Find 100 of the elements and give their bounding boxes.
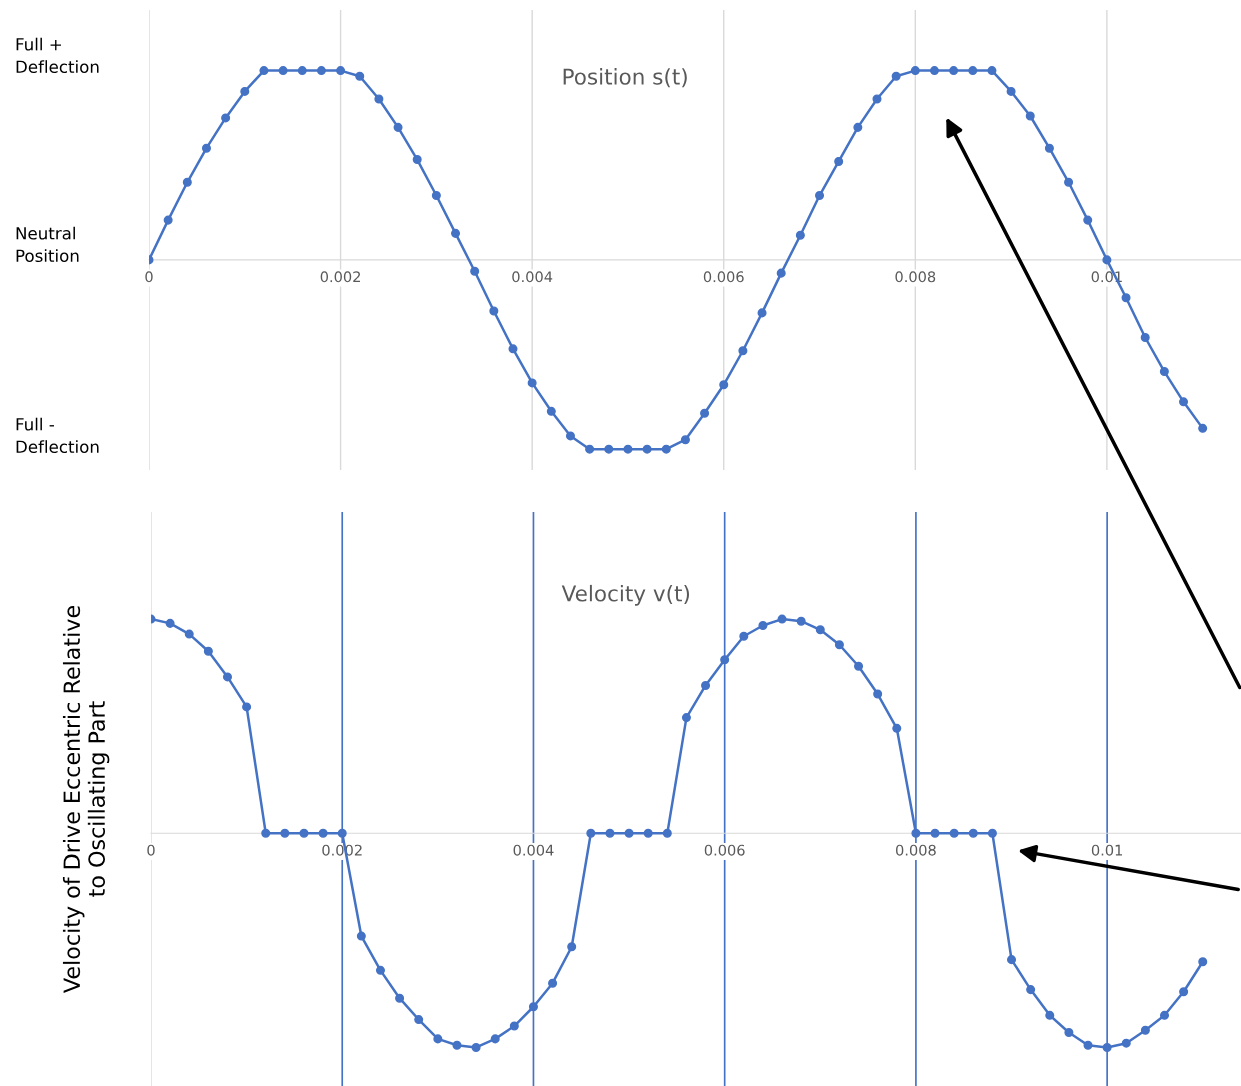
point xyxy=(929,66,939,76)
point xyxy=(395,993,405,1003)
point xyxy=(242,702,252,712)
point xyxy=(261,828,271,838)
point xyxy=(1198,957,1208,967)
y-axis-title: Velocity of Drive Eccentric Relative to Oscillating Part xyxy=(62,606,110,993)
point xyxy=(431,190,441,201)
point xyxy=(546,406,556,416)
point xyxy=(489,306,499,316)
point xyxy=(1121,293,1131,303)
point xyxy=(1198,423,1208,433)
point xyxy=(796,616,806,626)
point xyxy=(586,828,596,838)
point xyxy=(701,680,711,690)
point xyxy=(1159,367,1169,377)
point xyxy=(203,646,213,656)
point xyxy=(299,828,309,838)
point xyxy=(374,94,384,104)
point xyxy=(1044,143,1054,153)
point xyxy=(336,66,346,76)
point xyxy=(1083,1040,1093,1050)
point xyxy=(892,723,902,733)
point xyxy=(777,614,787,624)
point xyxy=(872,94,882,104)
point xyxy=(412,155,422,165)
point xyxy=(451,228,461,238)
point xyxy=(201,143,211,153)
text: Full - Deflection xyxy=(16,417,99,454)
point xyxy=(337,828,347,838)
x-tick-label: 0.004 xyxy=(513,844,554,856)
point xyxy=(1102,255,1112,265)
point xyxy=(795,230,805,240)
point xyxy=(1140,1025,1150,1035)
point xyxy=(891,71,901,81)
point xyxy=(527,378,537,388)
point xyxy=(355,71,365,81)
x-tick-label: 0.01 xyxy=(1091,844,1123,856)
point xyxy=(1179,987,1189,997)
point xyxy=(643,828,653,838)
chart-title: Position s(t) xyxy=(563,68,687,88)
point xyxy=(567,942,577,952)
point xyxy=(987,828,997,838)
point xyxy=(949,66,959,76)
point xyxy=(163,215,173,225)
point xyxy=(297,66,307,76)
point xyxy=(259,66,269,76)
x-tick-label: 0.006 xyxy=(704,844,745,856)
point xyxy=(1083,215,1093,225)
point xyxy=(356,931,366,941)
point xyxy=(930,828,940,838)
x-tick-label: 0.004 xyxy=(512,271,553,283)
point xyxy=(375,965,385,975)
point xyxy=(1140,332,1150,343)
point xyxy=(240,86,250,96)
point xyxy=(1121,1038,1131,1048)
point xyxy=(680,435,690,445)
point xyxy=(624,828,634,838)
point xyxy=(853,122,863,132)
point xyxy=(182,177,192,187)
point xyxy=(1179,397,1189,407)
point xyxy=(490,1034,500,1044)
point xyxy=(1006,86,1016,96)
point xyxy=(834,156,844,166)
point xyxy=(585,444,595,454)
point xyxy=(911,828,921,838)
point xyxy=(815,190,825,201)
point xyxy=(776,268,786,278)
point xyxy=(1045,1010,1055,1020)
point xyxy=(470,266,480,276)
point xyxy=(605,828,615,838)
point xyxy=(528,1002,538,1012)
point xyxy=(165,618,175,628)
point xyxy=(968,66,978,76)
point xyxy=(720,655,730,665)
point xyxy=(661,444,671,454)
x-tick-label: 0.008 xyxy=(896,844,936,856)
point xyxy=(548,978,558,988)
point xyxy=(414,1015,424,1025)
point xyxy=(452,1040,462,1050)
point xyxy=(184,629,194,639)
point xyxy=(719,380,729,390)
x-tick-label: 0 xyxy=(147,844,155,856)
point xyxy=(393,122,403,132)
point xyxy=(834,640,844,650)
point xyxy=(949,828,959,838)
point xyxy=(642,444,652,454)
text: Full + Deflection xyxy=(16,37,99,74)
point xyxy=(1102,1042,1112,1052)
point xyxy=(604,444,614,454)
point xyxy=(854,661,864,671)
point xyxy=(1025,111,1035,121)
point xyxy=(278,66,288,76)
point xyxy=(1007,955,1017,965)
x-tick-label: 0.002 xyxy=(320,271,360,283)
x-tick-label: 0 xyxy=(145,271,153,283)
point xyxy=(623,444,633,454)
point xyxy=(910,66,920,76)
point xyxy=(1159,1010,1170,1020)
point xyxy=(700,408,710,418)
x-tick-label: 0.008 xyxy=(895,271,936,283)
